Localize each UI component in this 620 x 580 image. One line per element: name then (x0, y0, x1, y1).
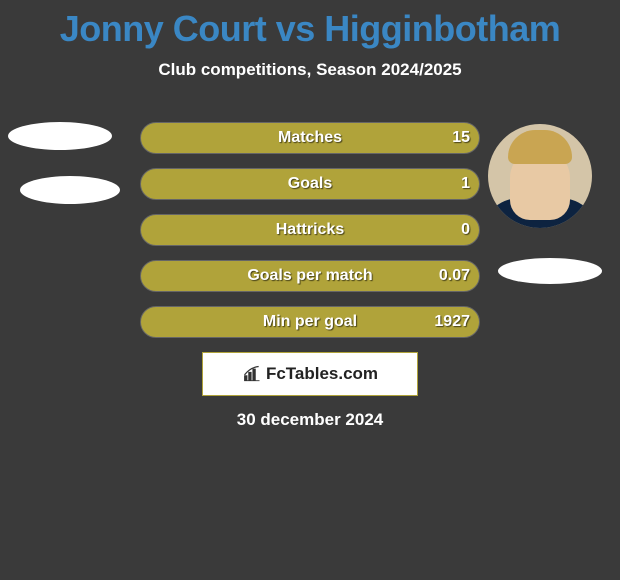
stat-bar: Goals per match (140, 260, 480, 292)
fctables-logo: FcTables.com (202, 352, 418, 396)
stat-value-right: 0.07 (439, 260, 470, 292)
stat-value-right: 1 (461, 168, 470, 200)
stat-value-right: 1927 (434, 306, 470, 338)
stat-label: Hattricks (276, 221, 344, 239)
stat-label: Matches (278, 129, 342, 147)
logo-text: FcTables.com (266, 364, 378, 384)
stat-bar: Matches (140, 122, 480, 154)
stat-value-right: 15 (452, 122, 470, 154)
stat-bar: Goals (140, 168, 480, 200)
page-subtitle: Club competitions, Season 2024/2025 (0, 60, 620, 80)
date-text: 30 december 2024 (0, 410, 620, 430)
player-avatar-right (488, 124, 592, 228)
stat-label: Goals per match (247, 267, 372, 285)
chart-icon (242, 364, 262, 384)
stat-bar: Min per goal (140, 306, 480, 338)
avatar-hair (508, 130, 572, 164)
stat-value-right: 0 (461, 214, 470, 246)
stat-label: Min per goal (263, 313, 357, 331)
page-title: Jonny Court vs Higginbotham (0, 0, 620, 50)
stat-bar: Hattricks (140, 214, 480, 246)
right-ellipse (498, 258, 602, 284)
stat-row: Min per goal 1927 (0, 306, 620, 338)
left-ellipse-2 (20, 176, 120, 204)
left-ellipse-1 (8, 122, 112, 150)
stat-label: Goals (288, 175, 332, 193)
